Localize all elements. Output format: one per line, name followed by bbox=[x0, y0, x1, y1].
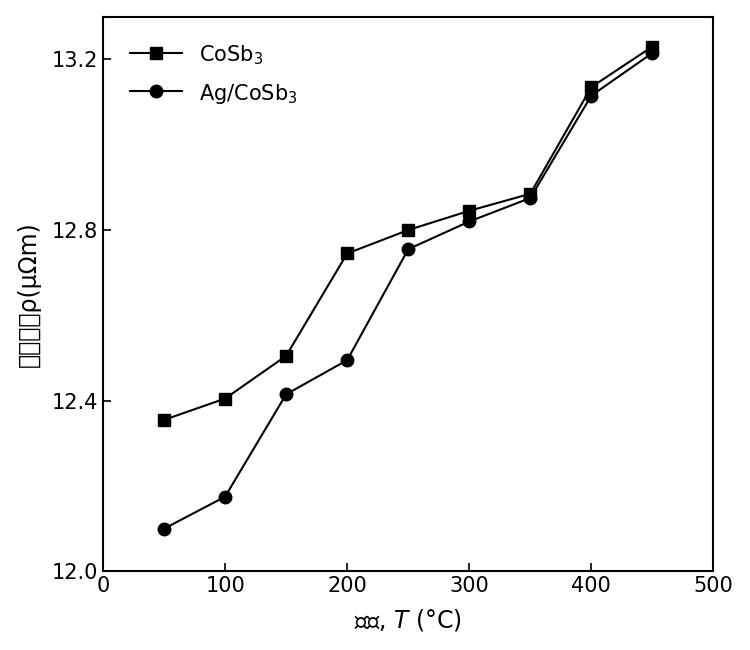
CoSb$_3$ bbox=[404, 226, 412, 234]
Line: CoSb$_3$: CoSb$_3$ bbox=[158, 40, 658, 426]
CoSb$_3$ bbox=[586, 83, 596, 91]
CoSb$_3$ bbox=[220, 395, 230, 402]
Ag/CoSb$_3$ bbox=[586, 92, 596, 99]
Legend: CoSb$_3$, Ag/CoSb$_3$: CoSb$_3$, Ag/CoSb$_3$ bbox=[113, 27, 314, 123]
CoSb$_3$ bbox=[282, 352, 291, 360]
Ag/CoSb$_3$ bbox=[465, 218, 474, 226]
Ag/CoSb$_3$ bbox=[526, 194, 535, 202]
CoSb$_3$ bbox=[648, 43, 657, 51]
Ag/CoSb$_3$ bbox=[282, 391, 291, 398]
X-axis label: 温度, $T$ (°C): 温度, $T$ (°C) bbox=[355, 607, 462, 633]
Ag/CoSb$_3$ bbox=[343, 356, 352, 364]
CoSb$_3$ bbox=[526, 190, 535, 198]
Ag/CoSb$_3$ bbox=[160, 525, 169, 532]
Line: Ag/CoSb$_3$: Ag/CoSb$_3$ bbox=[158, 47, 658, 535]
Y-axis label: 电阻率，ρ(μΩm): 电阻率，ρ(μΩm) bbox=[16, 221, 40, 367]
Ag/CoSb$_3$ bbox=[648, 49, 657, 57]
CoSb$_3$ bbox=[465, 207, 474, 215]
Ag/CoSb$_3$ bbox=[404, 245, 412, 253]
CoSb$_3$ bbox=[343, 250, 352, 257]
CoSb$_3$ bbox=[160, 416, 169, 424]
Ag/CoSb$_3$ bbox=[220, 493, 230, 500]
